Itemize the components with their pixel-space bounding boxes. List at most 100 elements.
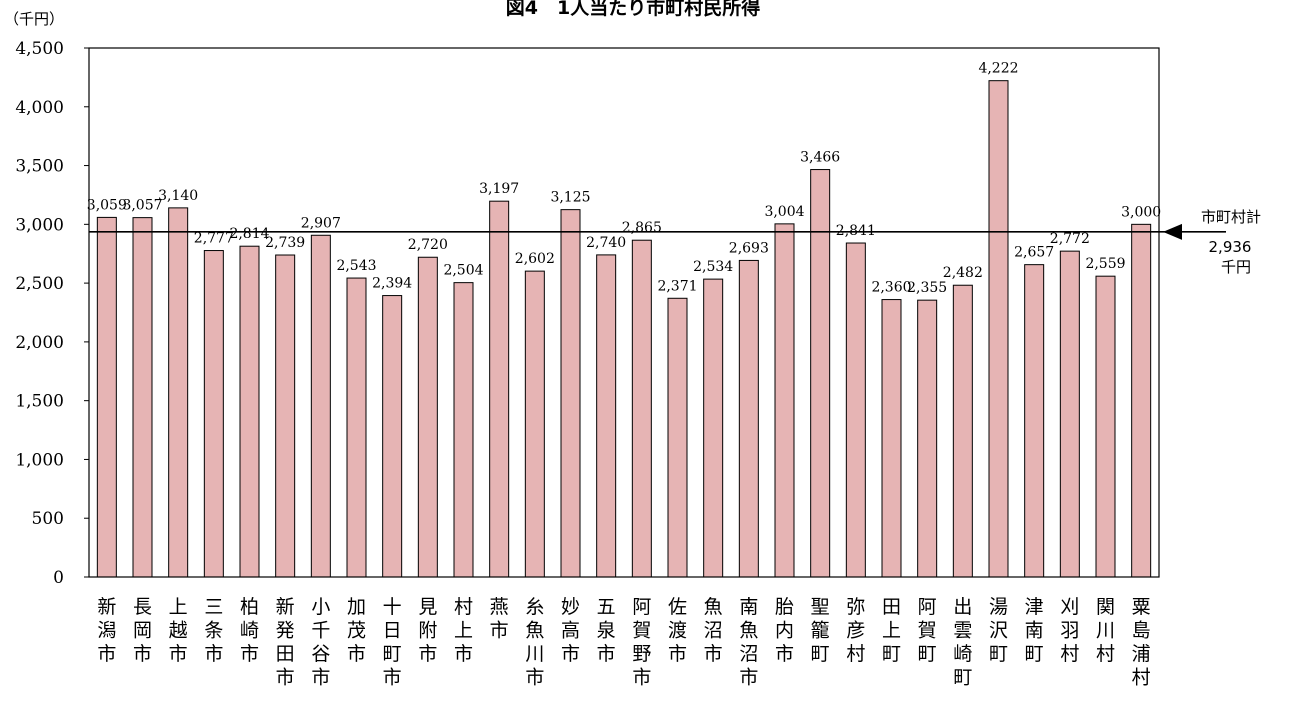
category-label: 出雲崎町 bbox=[953, 596, 972, 689]
y-tick-label: 1,000 bbox=[15, 450, 64, 470]
data-label: 2,720 bbox=[408, 237, 448, 253]
data-label: 2,907 bbox=[301, 215, 341, 231]
category-label: 南魚沼市 bbox=[739, 596, 758, 689]
bar bbox=[1095, 275, 1116, 578]
category-label: 新潟市 bbox=[97, 596, 116, 665]
category-label: 津南町 bbox=[1025, 596, 1044, 665]
category-label: 阿賀町 bbox=[918, 596, 937, 665]
bar bbox=[524, 270, 545, 578]
data-label: 2,534 bbox=[693, 259, 733, 275]
y-tick-label: 2,000 bbox=[15, 333, 64, 353]
data-label: 2,772 bbox=[1050, 231, 1090, 247]
y-tick-label: 2,500 bbox=[15, 274, 64, 294]
category-label: 村上市 bbox=[454, 596, 473, 665]
data-label: 3,140 bbox=[158, 188, 198, 204]
chart-title: 図4 1人当たり市町村民所得 bbox=[506, 0, 760, 19]
data-label: 3,466 bbox=[800, 150, 840, 166]
x-axis-category-labels: 新潟市長岡市上越市三条市柏崎市新発田市小千谷市加茂市十日町市見附市村上市燕市糸魚… bbox=[97, 596, 1150, 689]
data-label: 2,865 bbox=[622, 220, 662, 236]
bar bbox=[631, 239, 652, 578]
y-tick-label: 4,500 bbox=[15, 39, 64, 59]
category-label: 三条市 bbox=[204, 596, 223, 665]
bar bbox=[952, 284, 973, 578]
bar bbox=[988, 80, 1009, 578]
category-label: 加茂市 bbox=[347, 596, 366, 665]
y-tick-label: 3,000 bbox=[15, 215, 64, 235]
data-label: 2,739 bbox=[265, 235, 305, 251]
category-label: 阿賀野市 bbox=[632, 596, 651, 689]
data-label: 2,740 bbox=[586, 235, 626, 251]
category-label: 刈羽村 bbox=[1060, 596, 1079, 665]
bar bbox=[96, 216, 117, 578]
category-label: 新発田市 bbox=[276, 596, 295, 689]
bar bbox=[774, 223, 795, 578]
bar bbox=[239, 245, 260, 578]
data-label: 2,559 bbox=[1085, 256, 1125, 272]
category-label: 聖籠町 bbox=[811, 596, 830, 665]
bar bbox=[917, 299, 938, 578]
category-label: 糸魚川市 bbox=[525, 596, 544, 689]
category-label: 柏崎市 bbox=[240, 596, 259, 665]
bar bbox=[203, 250, 224, 578]
bar bbox=[881, 299, 902, 578]
data-label: 2,693 bbox=[729, 240, 769, 256]
category-label: 長岡市 bbox=[133, 596, 152, 665]
bar bbox=[1131, 223, 1152, 578]
category-label: 小千谷市 bbox=[311, 596, 330, 689]
bar bbox=[168, 207, 189, 578]
bar bbox=[417, 256, 438, 578]
data-label: 3,057 bbox=[122, 198, 162, 214]
reference-arrow-icon bbox=[1163, 223, 1182, 240]
bar bbox=[132, 217, 153, 578]
bar bbox=[845, 242, 866, 578]
category-label: 湯沢町 bbox=[989, 596, 1008, 665]
bar bbox=[1059, 250, 1080, 578]
data-label: 2,371 bbox=[657, 278, 697, 294]
category-label: 燕市 bbox=[490, 596, 509, 642]
bar bbox=[453, 282, 474, 578]
bar bbox=[1024, 264, 1045, 578]
y-axis-unit-label: （千円） bbox=[4, 10, 64, 28]
category-label: 田上町 bbox=[882, 596, 901, 665]
bar bbox=[346, 277, 367, 578]
bar bbox=[382, 295, 403, 578]
category-label: 弥彦村 bbox=[846, 596, 865, 665]
category-label: 粟島浦村 bbox=[1132, 596, 1151, 689]
plot-area-frame bbox=[88, 47, 1160, 578]
bar bbox=[560, 209, 581, 578]
category-label: 関川村 bbox=[1096, 596, 1115, 665]
data-label: 3,125 bbox=[550, 190, 590, 206]
data-label: 2,543 bbox=[336, 258, 376, 274]
y-tick-label: 3,500 bbox=[15, 157, 64, 177]
data-label: 2,602 bbox=[515, 251, 555, 267]
bar bbox=[810, 169, 831, 578]
data-label: 2,355 bbox=[907, 280, 947, 296]
bar bbox=[703, 278, 724, 578]
data-label: 2,482 bbox=[943, 265, 983, 281]
data-label: 2,814 bbox=[229, 226, 269, 242]
reference-line-unit: 千円 bbox=[1221, 258, 1251, 276]
category-label: 五泉市 bbox=[597, 596, 616, 665]
y-axis-ticks: 0 500 1,000 1,500 2,000 2,500 3,000 3,500 4,000 4… bbox=[15, 39, 89, 588]
data-label: 2,360 bbox=[871, 280, 911, 296]
category-label: 魚沼市 bbox=[704, 596, 723, 665]
bars bbox=[96, 80, 1152, 578]
data-label: 3,004 bbox=[764, 204, 804, 220]
data-label: 4,222 bbox=[978, 61, 1018, 77]
data-label: 3,059 bbox=[87, 197, 127, 213]
reference-line-group: 市町村計 2,936 千円 bbox=[89, 208, 1261, 276]
bar bbox=[275, 254, 296, 578]
category-label: 胎内市 bbox=[775, 596, 794, 665]
bar bbox=[738, 259, 759, 578]
bar bbox=[596, 254, 617, 578]
data-label: 2,657 bbox=[1014, 245, 1054, 261]
data-label: 2,394 bbox=[372, 276, 412, 292]
reference-line-value: 2,936 bbox=[1209, 238, 1252, 256]
bar bbox=[310, 234, 331, 578]
y-tick-label: 0 bbox=[53, 568, 64, 588]
y-tick-label: 1,500 bbox=[15, 392, 64, 412]
category-label: 見附市 bbox=[418, 596, 437, 665]
bar bbox=[667, 297, 688, 578]
